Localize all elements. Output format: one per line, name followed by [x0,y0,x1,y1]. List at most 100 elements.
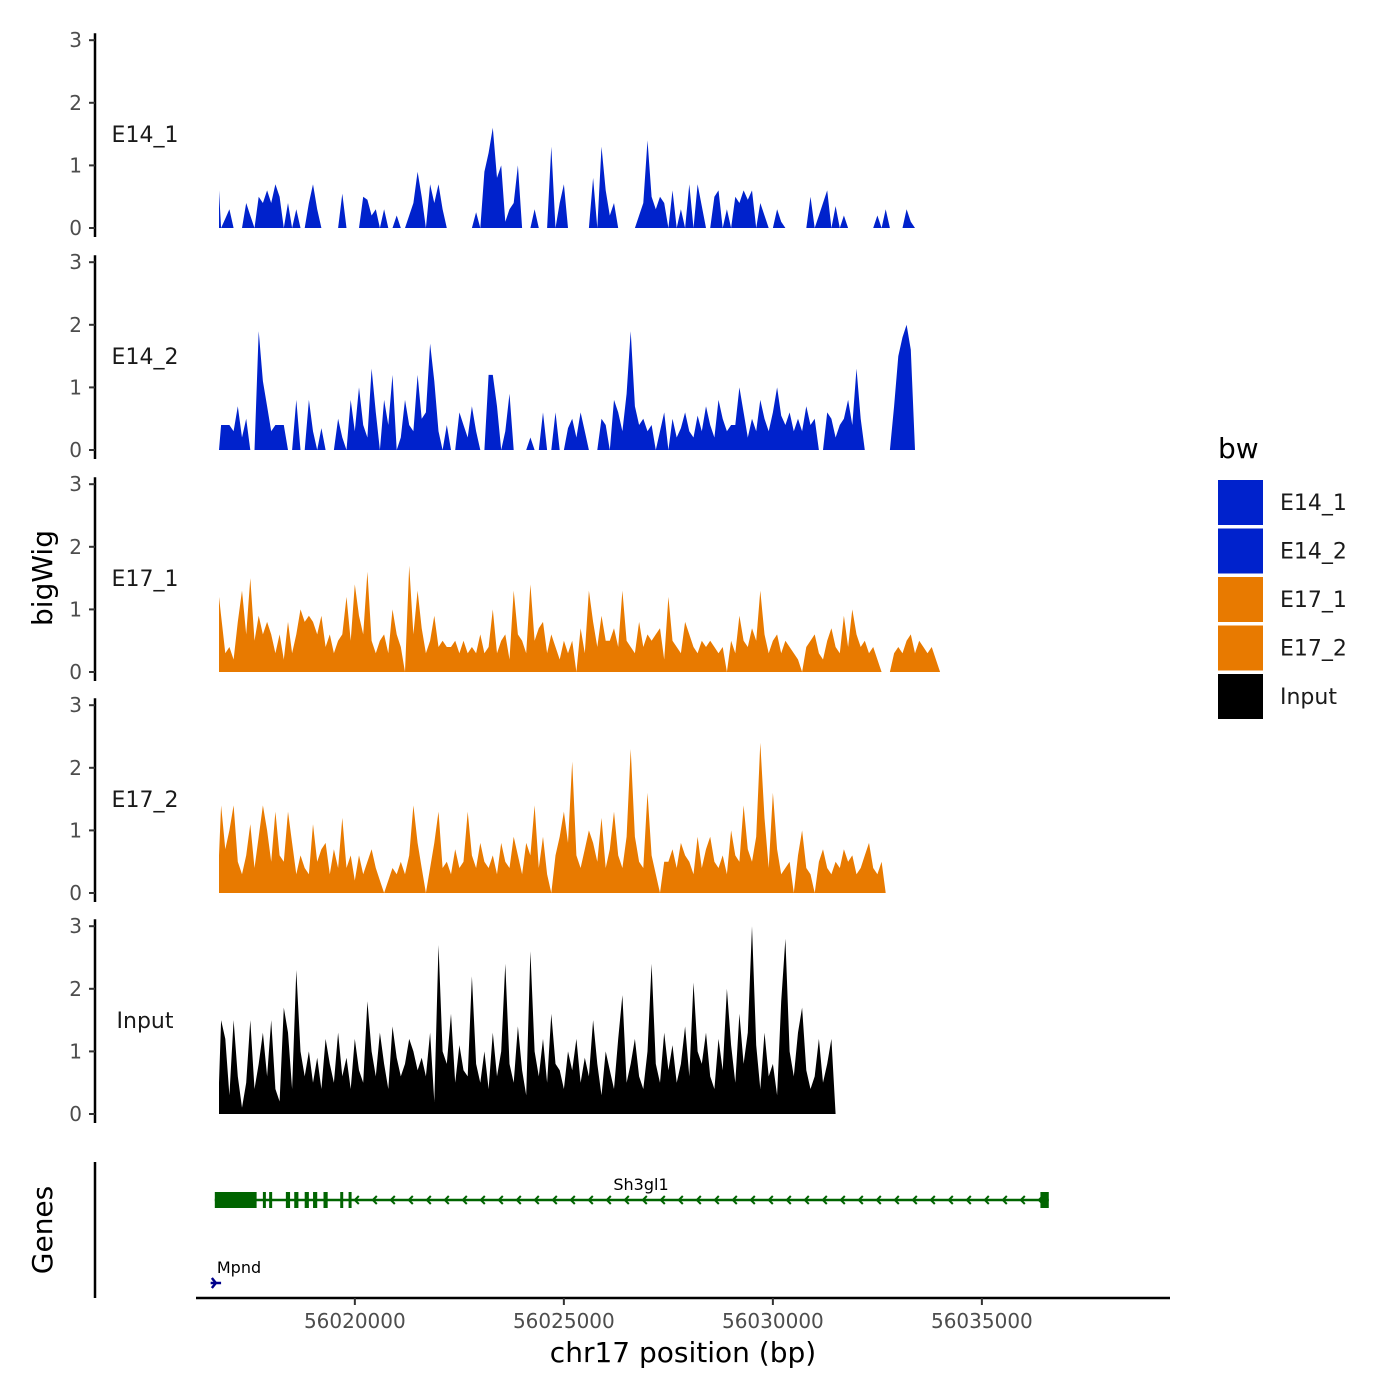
strand-arrow [1019,1195,1026,1205]
strand-arrow [569,1195,576,1205]
legend-label: E14_2 [1280,540,1347,565]
gene-exon [348,1192,352,1208]
legend-swatch [1218,625,1263,671]
strand-arrow [875,1195,882,1205]
track-label: E14_2 [112,345,179,370]
gene-exon [313,1192,318,1208]
strand-arrow [353,1195,360,1205]
signal-area-E14_2 [219,324,1129,450]
genes-layer: Sh3gl1 Mpnd [93,1162,1049,1298]
y-tick-label: 1 [69,153,82,177]
legend-swatch [1218,577,1263,622]
legend-swatch [1218,528,1263,574]
strand-arrow [821,1195,828,1205]
signal-area-E17_2 [219,742,1129,893]
gene-Sh3gl1: Sh3gl1 [214,1175,1049,1208]
legend-item-Input: Input [1218,674,1337,719]
y-tick-label: 2 [69,535,82,559]
gene-exon [340,1192,344,1208]
gene-exon [262,1192,266,1208]
y-tick-label: 1 [69,818,82,842]
strand-arrow [695,1195,702,1205]
legend-label: Input [1280,685,1337,710]
strand-arrow [407,1195,414,1205]
y-tick-label: 3 [69,28,82,52]
gene-exon [323,1192,328,1208]
x-tick-label: 56035000 [931,1309,1033,1333]
strand-arrow [983,1195,990,1205]
gene-exon [285,1192,291,1208]
strand-arrow [1001,1195,1008,1205]
x-tick-label: 56025000 [513,1309,615,1333]
signal-area-E17_1 [219,565,1129,672]
strand-arrow [911,1195,918,1205]
gene-exon [214,1192,257,1208]
strand-arrow [497,1195,504,1205]
gene-Mpnd: Mpnd [210,1258,261,1289]
gene-exon [304,1192,309,1208]
y-tick-label: 1 [69,375,82,399]
strand-arrow [677,1195,684,1205]
y-tick-label: 0 [69,1102,82,1126]
x-tick-label: 56020000 [304,1309,406,1333]
y-tick-label: 0 [69,438,82,462]
track-label: E17_1 [112,567,179,592]
strand-arrow [947,1195,954,1205]
signal-area-Input [219,926,1124,1114]
strand-arrow [479,1195,486,1205]
strand-arrow [1037,1195,1044,1205]
strand-arrow [623,1195,630,1205]
legend-item-E14_2: E14_2 [1218,528,1347,574]
strand-arrow [425,1195,432,1205]
strand-arrow [641,1195,648,1205]
legend-item-E17_1: E17_1 [1218,577,1347,622]
signal-area-E14_1 [219,127,1124,228]
y-tick-label: 1 [69,597,82,621]
gene-label: Sh3gl1 [613,1175,668,1194]
y-tick-label: 2 [69,91,82,115]
track-E17_1: 0 1 2 3 E17_1 [69,472,1129,684]
tracks-layer: 0 1 2 3 E14_1 0 1 2 3 E14_2 0 1 2 3 E17_1 0 1 2 3 E17_2 0 1 2 3… [69,28,1129,1126]
y-tick-label: 3 [69,914,82,938]
legend-label: E17_2 [1280,637,1347,662]
track-E17_2: 0 1 2 3 E17_2 [69,693,1129,905]
legend-label: E17_1 [1280,588,1347,613]
track-E14_2: 0 1 2 3 E14_2 [69,250,1129,462]
y-tick-label: 3 [69,250,82,274]
genes-panel-title: Genes [26,1186,59,1274]
legend-swatch [1218,480,1263,525]
y-tick-label: 3 [69,693,82,717]
strand-arrow [839,1195,846,1205]
strand-arrow [461,1195,468,1205]
strand-arrow [893,1195,900,1205]
strand-arrow [515,1195,522,1205]
strand-arrow [965,1195,972,1205]
gene-exon [269,1192,273,1208]
y-tick-label: 2 [69,313,82,337]
legend: bw E14_1 E14_2 E17_1 E17_2 Input [1218,432,1347,719]
x-axis-title: chr17 position (bp) [550,1336,816,1369]
track-label: E14_1 [112,123,179,148]
track-label: Input [117,1009,174,1034]
strand-arrow [749,1195,756,1205]
y-tick-label: 2 [69,977,82,1001]
y-tick-label: 0 [69,660,82,684]
strand-arrow [785,1195,792,1205]
strand-arrow [389,1195,396,1205]
gene-label: Mpnd [217,1258,261,1277]
strand-arrow [803,1195,810,1205]
strand-arrow [371,1195,378,1205]
track-E14_1: 0 1 2 3 E14_1 [69,28,1124,240]
gene-exon [294,1192,299,1208]
y-tick-label: 0 [69,216,82,240]
strand-arrow [857,1195,864,1205]
strand-arrow [210,1277,218,1289]
strand-arrow [443,1195,450,1205]
track-Input: 0 1 2 3 Input [69,914,1124,1126]
x-tick-label: 56030000 [722,1309,824,1333]
strand-arrow [929,1195,936,1205]
legend-label: E14_1 [1280,491,1347,516]
x-axis: 56020000 56025000 56030000 56035000 [196,1296,1170,1333]
strand-arrow [605,1195,612,1205]
y-axis-title: bigWig [26,530,59,626]
